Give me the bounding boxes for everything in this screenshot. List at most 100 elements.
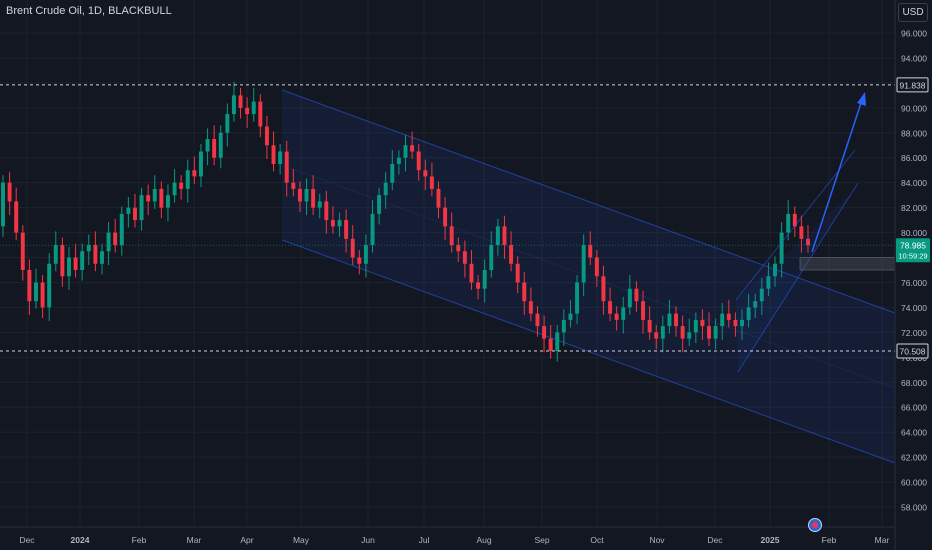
y-tick-label: 96.000: [901, 29, 927, 39]
candle-body: [172, 182, 177, 196]
candle-body: [258, 101, 263, 127]
candle-body: [806, 238, 810, 246]
x-tick-label: Apr: [240, 535, 253, 545]
x-tick-label: 2025: [761, 535, 780, 545]
candle-body: [165, 195, 170, 208]
candle-body: [245, 107, 250, 115]
flag-icon[interactable]: [808, 518, 822, 532]
candle-body: [766, 276, 771, 289]
candle-body: [40, 282, 45, 308]
y-tick-label: 76.000: [901, 278, 927, 288]
candle-body: [218, 132, 223, 158]
channel-upper-line: [281, 89, 896, 314]
candle-body: [67, 257, 71, 277]
channel-lower-line: [281, 239, 896, 464]
candle-body: [746, 307, 751, 320]
candle-body: [449, 226, 454, 246]
candle-body: [707, 326, 712, 339]
candle-body: [515, 263, 520, 283]
candle-body: [647, 319, 652, 333]
candle-body: [740, 319, 744, 327]
candle-body: [429, 176, 434, 189]
candle-body: [80, 251, 85, 270]
x-tick-label: Dec: [707, 535, 723, 545]
candle-body: [489, 245, 494, 270]
candle-body: [634, 288, 639, 302]
channel-fill: [282, 90, 895, 463]
candle-body: [733, 319, 738, 327]
candle-body: [60, 245, 65, 277]
candle-body: [73, 257, 78, 270]
horizontal-levels: [0, 84, 895, 352]
candle-body: [641, 301, 646, 320]
candle-body: [522, 282, 527, 302]
candle-body: [139, 195, 144, 221]
candle-body: [726, 313, 731, 320]
candle-body: [443, 207, 448, 227]
candle-body: [350, 238, 355, 258]
candle-body: [773, 263, 777, 277]
candle-body: [231, 95, 236, 115]
candle-body: [535, 313, 540, 327]
x-tick-label: Aug: [476, 535, 491, 545]
y-tick-label: 62.000: [901, 453, 927, 463]
level-price-box: [896, 77, 929, 93]
candle-body: [608, 301, 613, 314]
candle-body: [528, 301, 533, 314]
target-zone: [799, 257, 896, 271]
candle-body: [423, 170, 428, 177]
currency-button[interactable]: USD: [898, 3, 928, 22]
candle-body: [753, 301, 758, 308]
y-tick-label: 60.000: [901, 478, 927, 488]
candle-body: [264, 126, 269, 146]
level-price-label: 91.838: [900, 80, 926, 90]
candle-body: [759, 288, 764, 302]
candle-body: [225, 114, 230, 133]
candle-body: [594, 257, 599, 277]
candle-body: [786, 213, 791, 233]
candle-body: [482, 270, 487, 289]
candle-body: [106, 232, 111, 252]
candle-body: [792, 213, 797, 227]
candle-body: [99, 251, 104, 264]
candle-body: [601, 276, 606, 302]
candle-body: [495, 226, 500, 246]
y-tick-label: 94.000: [901, 53, 927, 63]
candle-body: [363, 245, 368, 264]
candle-body: [284, 151, 289, 183]
candle-body: [779, 232, 784, 264]
candle-body: [687, 332, 692, 339]
candle-body: [311, 188, 316, 208]
chart-title: Brent Crude Oil, 1D, BLACKBULL: [6, 5, 172, 17]
candle-body: [212, 139, 217, 158]
candle-body: [330, 220, 335, 227]
x-tick-label: Mar: [875, 535, 890, 545]
projection-arrow-head: [857, 92, 866, 106]
candle-body: [383, 182, 388, 196]
projection-arrow-line: [811, 99, 863, 253]
x-tick-label: Oct: [590, 535, 604, 545]
candle-body: [555, 332, 560, 352]
y-tick-label: 88.000: [901, 128, 927, 138]
candle-body: [680, 326, 685, 339]
candle-body: [588, 245, 593, 258]
candle-body: [396, 157, 401, 164]
candle-body: [581, 245, 586, 283]
candle-body: [693, 319, 698, 333]
y-tick-label: 82.000: [901, 203, 927, 213]
candle-body: [271, 145, 276, 164]
candle-body: [627, 288, 632, 308]
candle-body: [86, 245, 91, 252]
candle-body: [700, 319, 705, 327]
candle-body: [205, 139, 210, 152]
x-tick-label: Jul: [419, 535, 430, 545]
candle-body: [185, 170, 190, 189]
candle-body: [126, 207, 131, 214]
candle-body: [614, 313, 619, 320]
y-tick-label: 80.000: [901, 228, 927, 238]
time-axis[interactable]: Dec 2024 Feb Mar Apr May Jun Jul Aug Sep Oct Nov Dec…: [19, 535, 889, 545]
candles: [1, 81, 810, 362]
candle-body: [436, 188, 441, 208]
